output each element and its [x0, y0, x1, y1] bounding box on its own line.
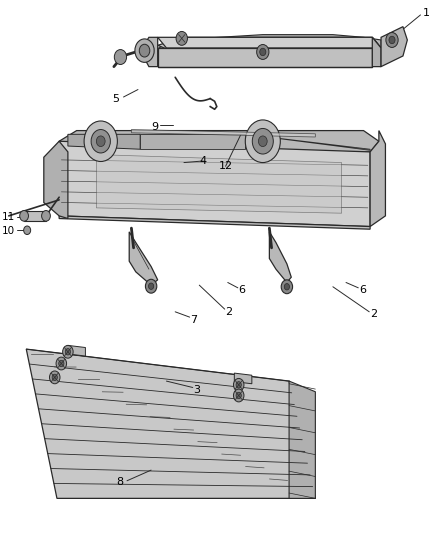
Circle shape — [65, 349, 71, 355]
Circle shape — [245, 120, 280, 163]
Circle shape — [176, 31, 187, 45]
Polygon shape — [158, 37, 381, 48]
Polygon shape — [131, 130, 315, 137]
Circle shape — [148, 283, 154, 289]
Circle shape — [145, 279, 157, 293]
Circle shape — [42, 211, 50, 221]
Text: 3: 3 — [193, 385, 200, 395]
Circle shape — [63, 345, 73, 358]
Circle shape — [20, 211, 28, 221]
Text: 12: 12 — [219, 161, 233, 171]
Polygon shape — [129, 232, 158, 285]
Circle shape — [258, 136, 267, 147]
Circle shape — [386, 33, 398, 47]
Text: 6: 6 — [359, 286, 366, 295]
Text: 5: 5 — [112, 94, 119, 103]
Text: 4: 4 — [199, 156, 206, 166]
Polygon shape — [381, 27, 407, 67]
Polygon shape — [153, 51, 381, 67]
Circle shape — [114, 50, 127, 64]
Text: 7: 7 — [191, 315, 198, 325]
Circle shape — [260, 48, 266, 56]
Polygon shape — [245, 134, 370, 150]
Circle shape — [233, 389, 244, 402]
Polygon shape — [68, 134, 140, 149]
Text: 11: 11 — [2, 213, 15, 222]
Circle shape — [281, 280, 293, 294]
Text: 10: 10 — [2, 226, 15, 236]
Polygon shape — [24, 211, 46, 221]
Circle shape — [52, 374, 57, 381]
Text: 1: 1 — [423, 9, 430, 18]
Circle shape — [284, 284, 290, 290]
Polygon shape — [59, 131, 379, 152]
Polygon shape — [234, 373, 252, 384]
Text: 2: 2 — [226, 307, 233, 317]
Text: 9: 9 — [151, 122, 158, 132]
Circle shape — [91, 130, 110, 153]
Polygon shape — [68, 345, 85, 356]
Polygon shape — [372, 37, 381, 67]
Circle shape — [389, 36, 395, 44]
Circle shape — [49, 371, 60, 384]
Circle shape — [96, 136, 105, 147]
Polygon shape — [59, 216, 370, 229]
Circle shape — [135, 39, 154, 62]
Text: 2: 2 — [370, 310, 377, 319]
Text: 6: 6 — [239, 286, 246, 295]
Polygon shape — [370, 131, 385, 227]
Circle shape — [236, 392, 241, 399]
Circle shape — [84, 121, 117, 161]
Polygon shape — [153, 35, 381, 53]
Circle shape — [233, 378, 244, 391]
Circle shape — [56, 357, 67, 370]
Polygon shape — [44, 141, 68, 219]
Circle shape — [139, 44, 150, 57]
Circle shape — [252, 128, 273, 154]
Circle shape — [236, 382, 241, 388]
Text: 8: 8 — [116, 478, 123, 487]
Polygon shape — [140, 134, 245, 149]
Polygon shape — [140, 37, 158, 67]
Polygon shape — [158, 48, 372, 67]
Polygon shape — [158, 37, 381, 56]
Polygon shape — [59, 141, 370, 227]
Circle shape — [257, 45, 269, 60]
Circle shape — [59, 360, 64, 367]
Polygon shape — [26, 349, 315, 498]
Polygon shape — [96, 155, 342, 213]
Polygon shape — [289, 381, 315, 498]
Polygon shape — [269, 232, 291, 282]
Circle shape — [24, 226, 31, 235]
